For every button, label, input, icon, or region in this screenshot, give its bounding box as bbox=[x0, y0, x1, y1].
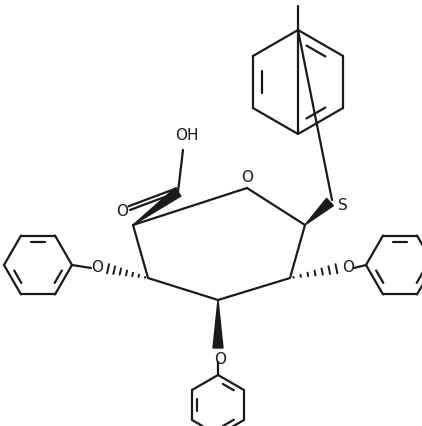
Polygon shape bbox=[305, 199, 333, 225]
Polygon shape bbox=[133, 188, 181, 225]
Text: S: S bbox=[338, 198, 348, 213]
Polygon shape bbox=[213, 300, 223, 348]
Text: O: O bbox=[342, 259, 354, 274]
Text: O: O bbox=[241, 170, 253, 185]
Text: O: O bbox=[116, 204, 128, 219]
Text: O: O bbox=[214, 352, 226, 368]
Text: O: O bbox=[91, 259, 103, 274]
Text: OH: OH bbox=[175, 129, 199, 144]
